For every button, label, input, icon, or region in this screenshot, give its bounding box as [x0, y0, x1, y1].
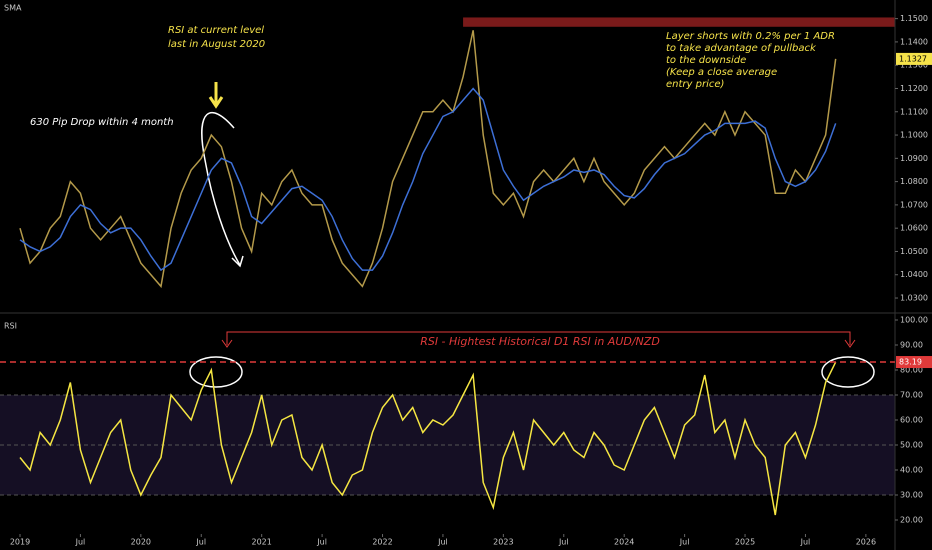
last-value-label: 1.1327 — [899, 54, 927, 63]
highlight-circle — [821, 356, 875, 388]
x-tick-label: Jul — [679, 538, 690, 547]
x-tick-label: 2022 — [372, 538, 392, 547]
x-tick-label: 2020 — [131, 538, 151, 547]
y-tick-label: 60.00 — [900, 416, 923, 425]
arrow — [208, 82, 224, 109]
annotation: 630 Pip Drop within 4 month — [30, 117, 174, 128]
annotation: entry price) — [666, 79, 724, 90]
annotation: RSI - Hightest Historical D1 RSI in AUD/… — [420, 335, 660, 348]
y-tick-label: 1.0900 — [900, 154, 928, 163]
annotation: Layer shorts with 0.2% per 1 ADR — [666, 31, 835, 42]
last-value-box — [896, 52, 932, 65]
y-tick-label: 1.0400 — [900, 270, 928, 279]
annotation: RSI at current level — [168, 25, 264, 36]
y-tick-label: 100.00 — [900, 316, 928, 325]
y-tick-label: 1.1000 — [900, 131, 928, 140]
rsi-indicator-label: RSI — [4, 322, 17, 331]
y-tick-label: 1.0700 — [900, 200, 928, 209]
arrow — [201, 111, 244, 268]
y-tick-label: 1.0500 — [900, 247, 928, 256]
last-value-label: 83.19 — [899, 358, 922, 367]
price-indicator-label: SMA — [4, 4, 22, 13]
y-tick-label: 1.1100 — [900, 107, 928, 116]
highlight-circle — [189, 356, 243, 388]
x-tick-label: 2021 — [252, 538, 272, 547]
x-tick-label: Jul — [437, 538, 448, 547]
y-tick-label: 1.0600 — [900, 224, 928, 233]
y-tick-label: 20.00 — [900, 516, 923, 525]
annotation: to take advantage of pullback — [666, 43, 817, 54]
x-tick-label: 2026 — [856, 538, 876, 547]
y-tick-label: 1.1300 — [900, 61, 928, 70]
x-tick-label: 2025 — [735, 538, 755, 547]
x-tick-label: Jul — [75, 538, 86, 547]
x-tick-label: Jul — [800, 538, 811, 547]
x-tick-label: Jul — [195, 538, 206, 547]
y-tick-label: 70.00 — [900, 391, 923, 400]
y-tick-label: 30.00 — [900, 491, 923, 500]
arrow — [221, 331, 856, 348]
resistance-zone — [463, 17, 895, 27]
x-tick-label: Jul — [558, 538, 569, 547]
y-tick-label: 1.1200 — [900, 84, 928, 93]
series-line — [19, 30, 837, 289]
x-tick-label: Jul — [316, 538, 327, 547]
series-line — [19, 87, 837, 272]
x-tick-label: 2024 — [614, 538, 634, 547]
last-value-box — [896, 356, 932, 369]
annotation: (Keep a close average — [666, 67, 777, 78]
x-tick-label: 2023 — [493, 538, 513, 547]
y-tick-label: 1.1500 — [900, 14, 928, 23]
y-tick-label: 80.00 — [900, 366, 923, 375]
series-line — [19, 361, 837, 516]
annotation: to the downside — [666, 55, 746, 66]
y-tick-label: 90.00 — [900, 341, 923, 350]
x-tick-label: 2019 — [10, 538, 30, 547]
y-tick-label: 1.1400 — [900, 37, 928, 46]
annotation: last in August 2020 — [168, 39, 265, 50]
y-tick-label: 1.0800 — [900, 177, 928, 186]
y-tick-label: 40.00 — [900, 466, 923, 475]
y-tick-label: 50.00 — [900, 441, 923, 450]
y-tick-label: 1.0300 — [900, 294, 928, 303]
